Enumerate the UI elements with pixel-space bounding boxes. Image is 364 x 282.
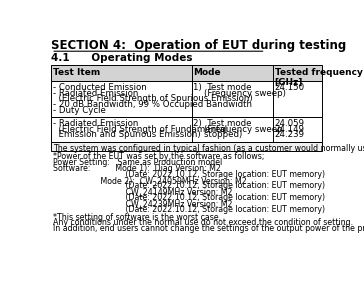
Text: Power Setting:   Same as Production model: Power Setting: Same as Production model xyxy=(52,158,222,167)
Bar xyxy=(51,142,322,151)
Text: *This setting of software is the worst case.: *This setting of software is the worst c… xyxy=(52,213,221,222)
Text: - 20 dB Bandwidth, 99 % Occupied Bandwidth: - 20 dB Bandwidth, 99 % Occupied Bandwid… xyxy=(52,100,252,109)
Text: - Duty Cycle: - Duty Cycle xyxy=(52,106,106,115)
Text: 24.150: 24.150 xyxy=(274,83,305,92)
Text: (Frequency sweep: (Frequency sweep xyxy=(193,125,283,134)
Text: (Date: 2022.10.12, Storage location: EUT memory): (Date: 2022.10.12, Storage location: EUT… xyxy=(52,170,325,179)
Bar xyxy=(51,117,322,142)
Bar xyxy=(51,81,322,117)
Text: Software:          Mode 1):  Diag Version: M2: Software: Mode 1): Diag Version: M2 xyxy=(52,164,221,173)
Text: (Electric Field Strength of Spurious Emission): (Electric Field Strength of Spurious Emi… xyxy=(52,94,252,103)
Text: Mode: Mode xyxy=(193,68,221,77)
Text: 24.239: 24.239 xyxy=(274,130,305,139)
Text: In addition, end users cannot change the settings of the output power of the pro: In addition, end users cannot change the… xyxy=(52,224,364,233)
Text: - Radiated Emission: - Radiated Emission xyxy=(52,119,138,128)
Text: 4.1      Operating Modes: 4.1 Operating Modes xyxy=(51,53,193,63)
Text: The system was configured in typical fashion (as a customer would normally use i: The system was configured in typical fas… xyxy=(52,144,364,153)
Text: Tested frequency
[GHz]: Tested frequency [GHz] xyxy=(274,68,363,87)
Text: 24.149: 24.149 xyxy=(274,125,305,134)
Text: - Conducted Emission: - Conducted Emission xyxy=(52,83,146,92)
Text: Any conditions under the normal use do not exceed the condition of setting.: Any conditions under the normal use do n… xyxy=(52,218,353,227)
Text: - Radiated Emission: - Radiated Emission xyxy=(52,89,138,98)
Text: (Date: 2022.10.12, Storage location: EUT memory): (Date: 2022.10.12, Storage location: EUT… xyxy=(52,193,325,202)
Text: 24.059: 24.059 xyxy=(274,119,305,128)
Text: stopped): stopped) xyxy=(193,130,243,139)
Text: CW_24149MHz Version: M2: CW_24149MHz Version: M2 xyxy=(52,187,232,196)
Text: SECTION 4:  Operation of EUT during testing: SECTION 4: Operation of EUT during testi… xyxy=(51,39,347,52)
Text: 1)  Test mode: 1) Test mode xyxy=(193,83,252,92)
Text: *Power of the EUT was set by the software as follows;: *Power of the EUT was set by the softwar… xyxy=(52,152,264,161)
Bar xyxy=(51,65,322,81)
Text: (Frequency sweep): (Frequency sweep) xyxy=(193,89,286,98)
Text: Test Item: Test Item xyxy=(52,68,100,77)
Text: 2)  Test mode: 2) Test mode xyxy=(193,119,252,128)
Text: (Date: 2022.10.12, Storage location: EUT memory): (Date: 2022.10.12, Storage location: EUT… xyxy=(52,205,325,214)
Text: (Electric Field Strength of Fundamental: (Electric Field Strength of Fundamental xyxy=(52,125,227,134)
Text: Emission and Spurious Emission): Emission and Spurious Emission) xyxy=(52,130,200,139)
Text: (Date: 2022.10.12, Storage location: EUT memory): (Date: 2022.10.12, Storage location: EUT… xyxy=(52,182,325,191)
Text: CW_24239MHz Version: M2: CW_24239MHz Version: M2 xyxy=(52,199,232,208)
Text: Mode 2):  CW_24059MHz Version: M2: Mode 2): CW_24059MHz Version: M2 xyxy=(52,176,246,185)
